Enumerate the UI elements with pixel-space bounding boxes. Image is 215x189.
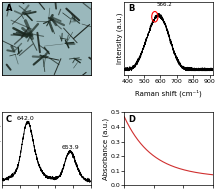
Text: A: A bbox=[6, 4, 12, 13]
Text: D: D bbox=[128, 115, 135, 124]
Text: 566.2: 566.2 bbox=[157, 2, 173, 7]
Text: C: C bbox=[6, 115, 12, 124]
Text: 653.9: 653.9 bbox=[61, 145, 79, 150]
Text: 642.0: 642.0 bbox=[17, 116, 35, 121]
Y-axis label: Absorbance (a.u.): Absorbance (a.u.) bbox=[102, 118, 109, 180]
Text: B: B bbox=[128, 4, 134, 13]
Y-axis label: Intensity (a.u.): Intensity (a.u.) bbox=[0, 123, 1, 175]
X-axis label: Raman shift (cm⁻¹): Raman shift (cm⁻¹) bbox=[135, 89, 202, 97]
Y-axis label: Intensity (a.u.): Intensity (a.u.) bbox=[117, 12, 123, 64]
